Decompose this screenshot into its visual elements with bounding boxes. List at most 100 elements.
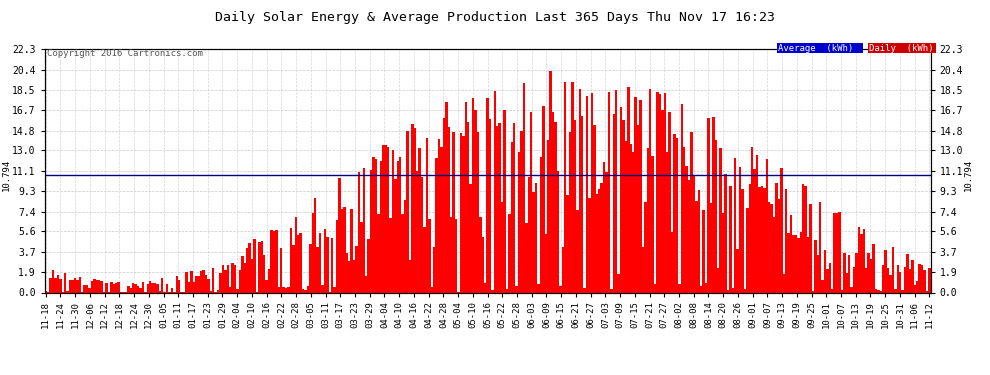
- Bar: [538, 284, 540, 292]
- Bar: [253, 239, 255, 292]
- Bar: [843, 253, 845, 292]
- Bar: [848, 255, 850, 292]
- Bar: [824, 250, 827, 292]
- Bar: [175, 276, 178, 292]
- Bar: [411, 124, 414, 292]
- Bar: [503, 110, 506, 292]
- Bar: [906, 254, 909, 292]
- Bar: [317, 247, 319, 292]
- Bar: [540, 157, 543, 292]
- Bar: [829, 262, 831, 292]
- Bar: [857, 226, 860, 292]
- Bar: [188, 282, 190, 292]
- Bar: [113, 285, 115, 292]
- Bar: [207, 279, 210, 292]
- Bar: [855, 253, 857, 292]
- Bar: [523, 83, 526, 292]
- Bar: [195, 276, 197, 292]
- Bar: [414, 128, 416, 292]
- Text: Daily Solar Energy & Average Production Last 365 Days Thu Nov 17 16:23: Daily Solar Energy & Average Production …: [215, 11, 775, 24]
- Bar: [680, 104, 683, 292]
- Bar: [685, 166, 688, 292]
- Bar: [73, 278, 76, 292]
- Bar: [518, 152, 521, 292]
- Bar: [459, 133, 462, 292]
- Bar: [190, 272, 193, 292]
- Bar: [100, 282, 103, 292]
- Bar: [705, 283, 707, 292]
- Bar: [421, 177, 424, 292]
- Bar: [588, 198, 591, 292]
- Bar: [817, 255, 819, 292]
- Bar: [661, 110, 663, 292]
- Bar: [379, 161, 382, 292]
- Bar: [663, 93, 666, 292]
- Bar: [91, 281, 93, 292]
- Bar: [556, 171, 559, 292]
- Bar: [841, 291, 843, 292]
- Bar: [341, 209, 344, 292]
- Bar: [426, 138, 428, 292]
- Bar: [551, 112, 554, 292]
- Bar: [319, 233, 322, 292]
- Bar: [656, 92, 658, 292]
- Bar: [635, 97, 637, 292]
- Bar: [370, 170, 372, 292]
- Bar: [899, 272, 902, 292]
- Bar: [135, 284, 137, 292]
- Bar: [382, 146, 384, 292]
- Bar: [615, 90, 618, 292]
- Bar: [384, 145, 387, 292]
- Bar: [406, 132, 409, 292]
- Bar: [535, 183, 538, 292]
- Bar: [707, 118, 710, 292]
- Bar: [571, 82, 574, 292]
- Bar: [220, 273, 222, 292]
- Bar: [601, 183, 603, 292]
- Bar: [593, 124, 596, 292]
- Bar: [812, 291, 814, 292]
- Bar: [770, 204, 773, 292]
- Bar: [574, 120, 576, 292]
- Bar: [229, 287, 232, 292]
- Bar: [147, 284, 148, 292]
- Bar: [404, 200, 406, 292]
- Bar: [302, 290, 304, 292]
- Bar: [394, 179, 397, 292]
- Bar: [506, 289, 508, 292]
- Bar: [773, 217, 775, 292]
- Bar: [695, 201, 698, 292]
- Bar: [887, 268, 889, 292]
- Bar: [566, 195, 569, 292]
- Bar: [374, 159, 377, 292]
- Bar: [710, 203, 712, 292]
- Bar: [822, 280, 824, 292]
- Bar: [234, 265, 237, 292]
- Bar: [929, 268, 931, 292]
- Bar: [78, 277, 81, 292]
- Bar: [436, 158, 438, 292]
- Bar: [83, 285, 86, 292]
- Bar: [242, 256, 244, 292]
- Bar: [153, 282, 156, 292]
- Bar: [443, 118, 446, 292]
- Bar: [902, 290, 904, 292]
- Bar: [51, 270, 54, 292]
- Bar: [630, 144, 632, 292]
- Bar: [499, 123, 501, 292]
- Bar: [700, 286, 703, 292]
- Bar: [642, 248, 644, 292]
- Bar: [892, 248, 894, 292]
- Bar: [163, 291, 166, 292]
- Bar: [59, 279, 61, 292]
- Bar: [778, 199, 780, 292]
- Bar: [127, 286, 130, 292]
- Bar: [845, 273, 848, 292]
- Bar: [780, 168, 782, 292]
- Bar: [481, 237, 484, 292]
- Bar: [387, 147, 389, 292]
- Bar: [819, 202, 822, 292]
- Bar: [521, 130, 523, 292]
- Bar: [897, 264, 899, 292]
- Bar: [428, 219, 431, 292]
